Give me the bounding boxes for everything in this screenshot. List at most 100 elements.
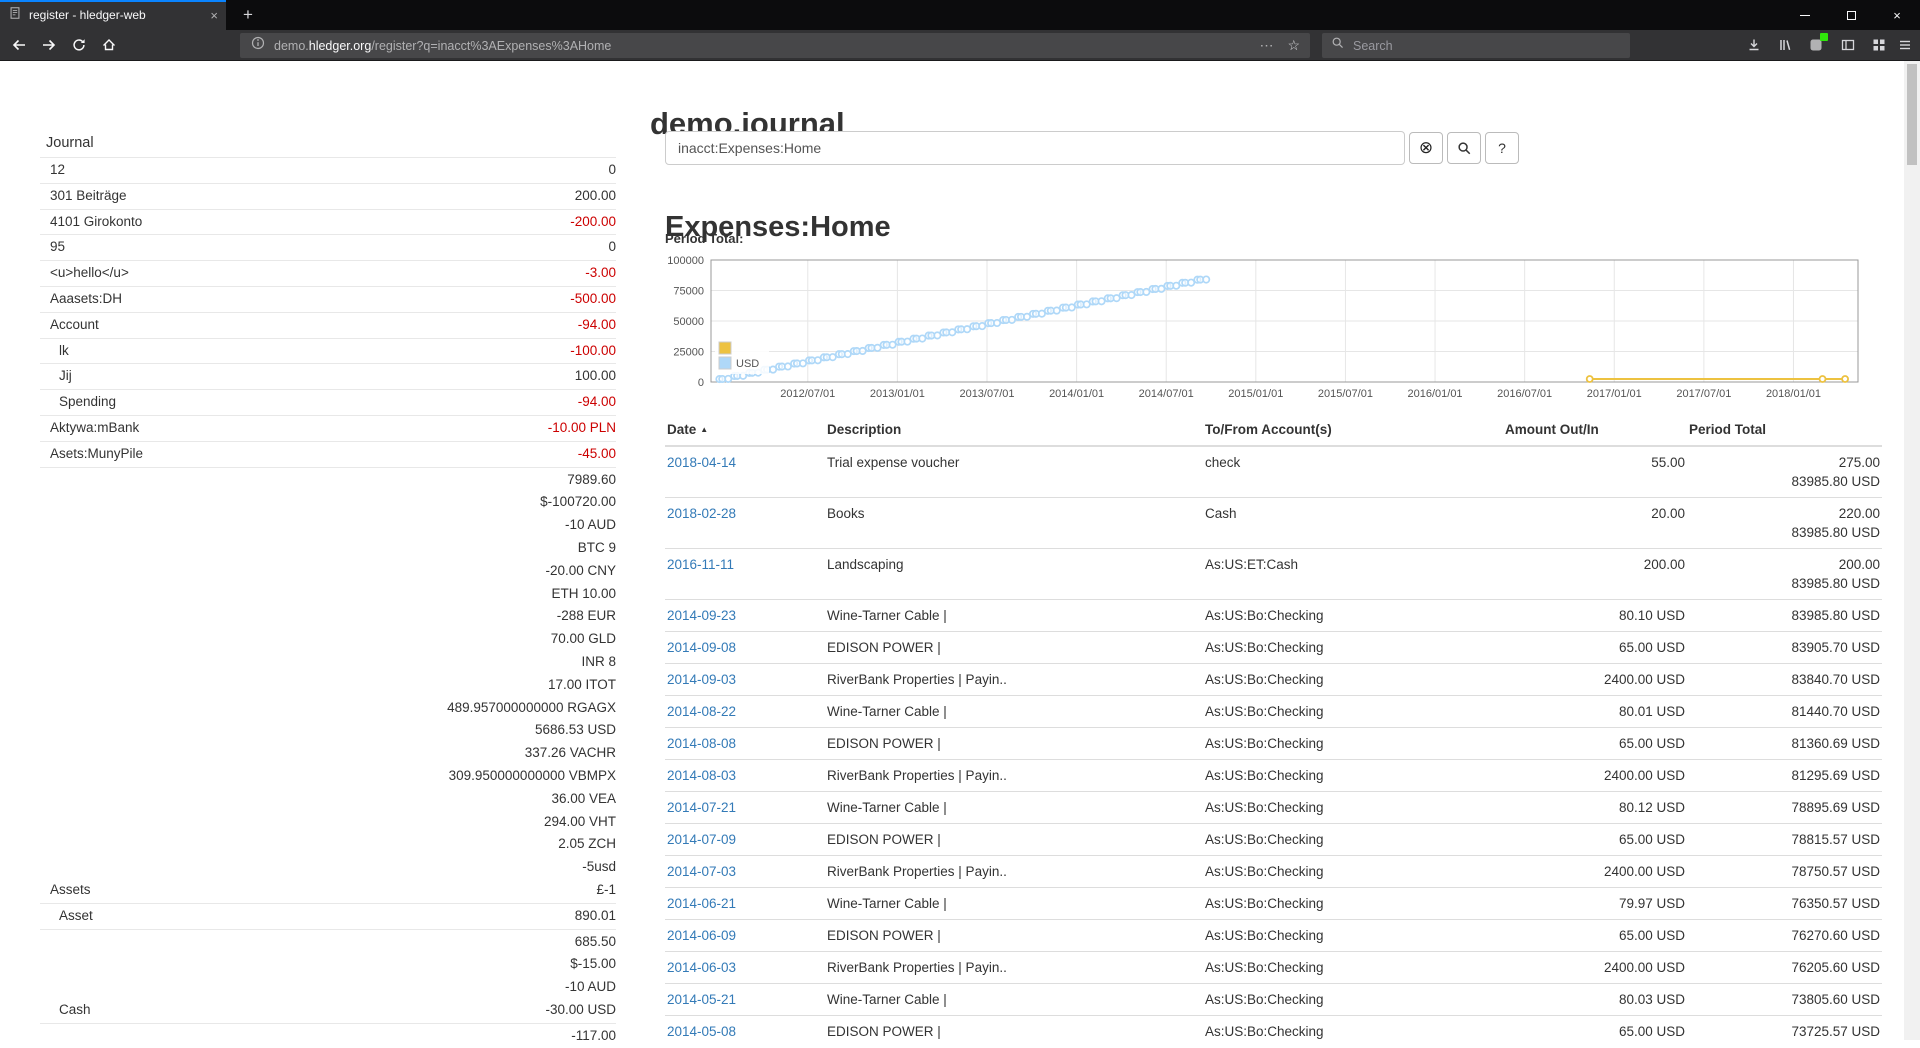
sidebar-account-link[interactable]: Account <box>50 316 99 332</box>
clear-query-button[interactable]: ⊗ <box>1409 132 1443 164</box>
amount-out-in-cell: 20.00 <box>1503 497 1687 549</box>
register-date-link[interactable]: 2014-06-03 <box>667 960 737 975</box>
column-header-date[interactable]: Date ▲ <box>665 414 825 447</box>
query-input[interactable] <box>665 131 1405 165</box>
amount-out-in-cell: 80.01 USD <box>1503 695 1687 728</box>
description-cell: Trial expense voucher <box>827 455 960 470</box>
account-balance: 489.957000000000 RGAGX <box>447 699 616 715</box>
sidebar-account-link[interactable]: 12 <box>50 162 66 177</box>
account-balance: 0 <box>608 239 616 255</box>
description-cell: RiverBank Properties | Payin.. <box>825 759 1203 792</box>
description-cell: EDISON POWER | <box>825 1015 1203 1047</box>
account-balance: 100.00 <box>574 368 616 384</box>
register-date-link[interactable]: 2014-07-03 <box>667 864 737 879</box>
bookmark-star-icon[interactable]: ☆ <box>1287 37 1300 53</box>
description-cell: Books <box>825 497 1203 549</box>
register-date-link[interactable]: 2014-07-21 <box>667 800 737 815</box>
page-scrollbar[interactable] <box>1904 61 1920 1040</box>
sidebar-account-link[interactable]: 95 <box>50 239 66 255</box>
register-date-link[interactable]: 2014-05-08 <box>667 1024 737 1039</box>
register-row: 2014-06-21 Wine-Tarner Cable | As:US:Bo:Ch… <box>665 887 1882 920</box>
reload-button[interactable] <box>66 32 92 58</box>
window-close-button[interactable]: × <box>1893 7 1901 23</box>
period-total-cell: 200.00 83985.80 USD <box>1687 548 1882 600</box>
column-header-period-total[interactable]: Period Total <box>1687 414 1882 447</box>
register-date-link[interactable]: 2014-09-03 <box>667 672 737 687</box>
register-date-link[interactable]: 2018-02-28 <box>667 506 737 521</box>
sidebar-account-link[interactable]: Cash <box>59 1001 91 1017</box>
site-info-icon[interactable] <box>250 35 266 56</box>
new-tab-button[interactable]: + <box>243 5 253 24</box>
sidebar-account-link[interactable]: Jij <box>59 368 72 384</box>
browser-search-field[interactable]: Search <box>1322 33 1630 58</box>
register-date-link[interactable]: 2014-06-21 <box>667 896 737 911</box>
sidebar-account-link[interactable]: Spending <box>59 394 117 410</box>
register-row: 2014-05-21 Wine-Tarner Cable | As:US:Bo:Ch… <box>665 983 1882 1016</box>
minimize-icon <box>1800 14 1810 16</box>
amount-out-in-cell: 79.97 USD <box>1503 887 1687 920</box>
amount-out-in-cell: 2400.00 USD <box>1503 855 1687 888</box>
register-date-link[interactable]: 2018-04-14 <box>667 455 737 470</box>
grid-button[interactable] <box>1866 32 1892 58</box>
account-balance: -10.00 PLN <box>547 419 616 435</box>
column-header-description[interactable]: Description <box>825 414 1203 447</box>
register-date-link[interactable]: 2014-08-03 <box>667 768 737 783</box>
page-actions-icon[interactable]: ⋯ <box>1259 37 1274 53</box>
sidebar-account-link[interactable]: Asets:MunyPile <box>50 445 144 461</box>
register-date-link[interactable]: 2016-11-11 <box>667 557 735 572</box>
url-bar[interactable]: demo.hledger.org/register?q=inacct%3AExp… <box>240 33 1310 58</box>
account-balance: 7989.60 <box>567 471 616 487</box>
window-minimize-button[interactable] <box>1782 0 1828 30</box>
sidebar-toggle-button[interactable] <box>1835 32 1861 58</box>
svg-text:2013/01/01: 2013/01/01 <box>870 388 925 400</box>
back-button[interactable] <box>6 32 32 58</box>
hamburger-menu-icon <box>1900 40 1910 50</box>
register-date-link[interactable]: 2014-09-08 <box>667 640 737 655</box>
home-button[interactable] <box>96 32 122 58</box>
sidebar-account-block: Asets:MunyPile -45.00 <box>40 440 616 467</box>
tab-close-icon[interactable]: × <box>210 7 218 23</box>
account-cell: As:US:Bo:Checking <box>1203 791 1503 824</box>
browser-tab[interactable]: register - hledger-web × <box>0 0 226 30</box>
help-button[interactable]: ? <box>1485 132 1519 164</box>
sidebar-account-link[interactable]: <u>hello</u> <box>50 265 129 281</box>
search-submit-button[interactable] <box>1447 132 1481 164</box>
column-header-account[interactable]: To/From Account(s) <box>1203 414 1503 447</box>
sidebar-account-link[interactable]: 301 Beiträge <box>50 187 127 203</box>
window-restore-button[interactable] <box>1828 0 1874 30</box>
svg-text:2014/01/01: 2014/01/01 <box>1049 388 1104 400</box>
account-cell: As:US:Bo:Checking <box>1203 599 1503 632</box>
forward-button[interactable] <box>36 32 62 58</box>
download-button[interactable] <box>1741 32 1767 58</box>
library-button[interactable] <box>1772 32 1798 58</box>
scrollbar-thumb[interactable] <box>1907 64 1917 165</box>
sidebar-account-link[interactable]: lk <box>59 342 69 358</box>
register-date-link[interactable]: 2014-07-09 <box>667 832 737 847</box>
register-date-link[interactable]: 2014-06-09 <box>667 928 737 943</box>
register-date-link[interactable]: 2014-05-21 <box>667 992 737 1007</box>
sidebar-account-link[interactable]: Assets <box>50 881 91 897</box>
account-balance: -20.00 CNY <box>545 562 616 578</box>
sidebar-account-link[interactable]: Aktywa:mBank <box>50 419 140 435</box>
register-date-link[interactable]: 2014-09-23 <box>667 608 737 623</box>
amount-out-in-cell: 80.03 USD <box>1503 983 1687 1016</box>
register-row: 2014-09-03 RiverBank Properties | Payin..… <box>665 663 1882 696</box>
amount-out-in-cell: 55.00 <box>1651 455 1685 470</box>
description-cell: EDISON POWER | <box>825 727 1203 760</box>
sidebar-account-block: 4101 Girokonto -200.00 <box>40 208 616 235</box>
sidebar-account-link[interactable]: Asset <box>59 907 93 923</box>
extension-button[interactable] <box>1803 32 1829 58</box>
register-date-link[interactable]: 2014-08-22 <box>667 704 737 719</box>
sidebar-account-link[interactable]: Aaasets:DH <box>50 290 123 306</box>
account-balance: 337.26 VACHR <box>524 745 616 761</box>
column-header-amount[interactable]: Amount Out/In <box>1503 414 1687 447</box>
register-date-link[interactable]: 2014-08-08 <box>667 736 737 751</box>
sidebar-journal-link[interactable]: Journal <box>46 135 94 151</box>
sidebar-account-block: 7989.60 $-100720.00 -10 AUD BTC 9 -20.00 CNY… <box>40 466 616 903</box>
account-balance: BTC 9 <box>577 539 616 555</box>
browser-toolbar: demo.hledger.org/register?q=inacct%3AExp… <box>0 30 1920 61</box>
tab-favicon-icon <box>8 6 22 25</box>
menu-button[interactable] <box>1892 32 1918 58</box>
account-cell: As:US:Bo:Checking <box>1203 727 1503 760</box>
sidebar-account-link[interactable]: 4101 Girokonto <box>50 213 143 229</box>
